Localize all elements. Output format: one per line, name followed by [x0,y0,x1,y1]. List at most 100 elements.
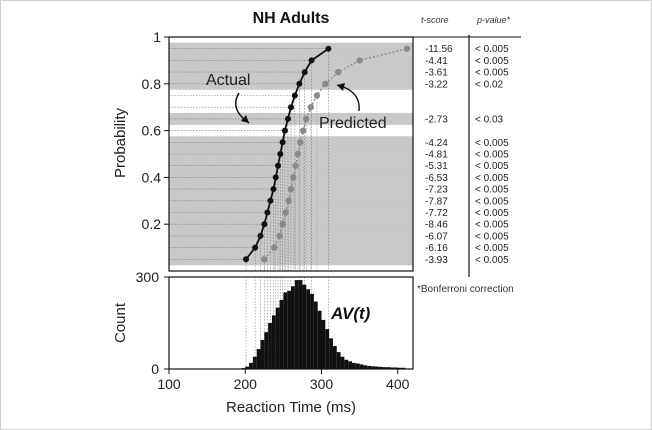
histogram-bar [268,323,272,369]
actual-point [325,45,332,52]
actual-point [243,256,250,263]
histogram-bar [306,289,311,369]
histogram-bar [302,284,307,369]
histogram-bar [279,300,284,369]
histogram-bar [275,307,280,369]
histogram-bar [397,367,402,369]
histogram-bar [393,367,398,369]
t-score-value: -3.22 [425,79,448,90]
histogram-frame [168,276,414,370]
histogram-bar [374,366,379,369]
count-ticks: 0 300 [136,269,169,377]
predicted-point [290,174,297,181]
predicted-point [279,221,286,228]
actual-point [264,209,271,216]
histogram-bar [355,363,360,369]
p-value-value: < 0.005 [475,161,509,172]
histogram-bar [321,319,326,369]
actual-point [284,115,291,122]
predicted-point [282,209,289,216]
actual-label: Actual [206,72,250,89]
actual-point [277,151,284,157]
predicted-point [322,80,329,88]
predicted-point [300,127,307,134]
actual-point [301,69,308,76]
p-value-value: < 0.005 [475,173,509,184]
significance-band [169,136,413,149]
actual-point [257,232,264,239]
reaction-time-axis-label: Reaction Time (ms) [226,399,356,416]
probability-axis-label: Probability [112,107,129,178]
actual-arrowhead [241,115,249,123]
predicted-point [307,104,315,111]
histogram-bar [348,361,352,369]
histogram-bars [241,280,406,369]
reaction-time-tick-label: 400 [386,376,410,392]
predicted-point [356,57,363,64]
table-rows: -11.56 < 0.005 -4.41 < 0.005 -3.61 < 0.005 -3.… [425,44,509,266]
cdf-plot-frame [168,36,414,272]
histogram-bar [378,366,383,369]
histogram-bar [367,365,372,369]
significance-bands [169,42,413,266]
histogram-bar [245,366,250,369]
significance-table: t-score p-value* -11.56 < 0.005 -4.41 < 0.0… [413,15,521,295]
histogram-bar [291,286,295,369]
histogram-bar [310,293,314,369]
histogram-bar [283,292,288,369]
p-value-value: < 0.005 [475,150,509,161]
av-t-label: AV(t) [330,304,371,323]
probability-ticks: 0.2 0.4 0.6 0.8 1 [142,29,169,232]
predicted-point [261,256,268,263]
p-value-value: < 0.02 [475,79,504,90]
predicted-point [285,197,292,204]
p-value-value: < 0.005 [475,231,509,242]
probability-tick-label: 0.2 [142,216,162,232]
probability-tick-label: 0.8 [142,76,162,92]
actual-point [291,92,298,99]
t-score-header: t-score [421,15,449,25]
reaction-time-tick-label: 100 [157,376,181,392]
probability-tick-label: 0.4 [142,169,162,185]
actual-point [275,162,282,169]
actual-point [261,221,268,228]
actual-point [288,104,294,111]
predicted-point [296,139,304,146]
predicted-point [303,115,310,123]
histogram-bar [249,362,253,369]
p-value-value: < 0.005 [475,68,509,79]
t-score-value: -3.61 [425,68,448,79]
p-value-value: < 0.005 [475,208,509,219]
predicted-label: Predicted [319,115,387,132]
histogram-bar [313,301,318,369]
significance-band [169,77,413,90]
t-score-value: -11.56 [425,44,453,55]
p-value-value: < 0.005 [475,185,509,196]
actual-point [267,197,274,204]
t-score-value: -4.41 [425,56,448,67]
t-score-value: -5.31 [425,161,448,172]
p-value-value: < 0.03 [475,114,504,125]
histogram-bar [340,356,345,369]
histogram-bar [287,290,291,369]
t-score-value: -2.73 [425,114,448,125]
histogram-bar [363,365,368,369]
reaction-time-ticks: 100 200 300 400 [157,369,410,392]
reaction-time-tick-label: 300 [310,376,334,392]
chart-title: NH Adults [253,10,330,27]
p-value-value: < 0.005 [475,196,509,207]
cdf-plot: 0.2 0.4 0.6 0.8 1 Probability Actual Predict… [112,29,414,272]
t-score-value: -6.16 [425,243,448,254]
histogram-bar [332,346,337,369]
count-tick-label: 0 [151,361,159,377]
actual-point [272,174,279,181]
significance-band [169,66,413,79]
actual-point [270,186,277,193]
histogram-bar [344,359,349,369]
p-value-value: < 0.005 [475,255,509,266]
p-value-value: < 0.005 [475,44,509,55]
predicted-point [271,244,278,251]
bonferroni-footnote: *Bonferroni correction [417,284,514,295]
histogram-bar [256,349,261,369]
